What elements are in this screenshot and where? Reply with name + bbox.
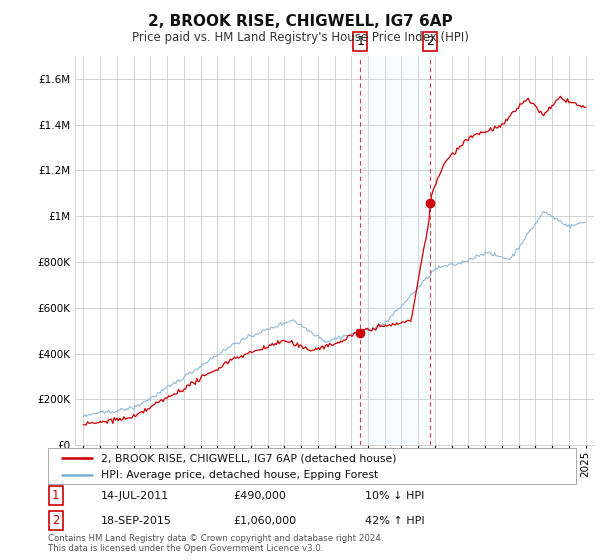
Text: 2, BROOK RISE, CHIGWELL, IG7 6AP: 2, BROOK RISE, CHIGWELL, IG7 6AP	[148, 14, 452, 29]
Text: Contains HM Land Registry data © Crown copyright and database right 2024.
This d: Contains HM Land Registry data © Crown c…	[48, 534, 383, 553]
Text: 14-JUL-2011: 14-JUL-2011	[101, 491, 169, 501]
Text: 42% ↑ HPI: 42% ↑ HPI	[365, 516, 424, 526]
Bar	[360, 56, 430, 445]
Text: £490,000: £490,000	[233, 491, 286, 501]
Text: 1: 1	[356, 35, 364, 48]
Text: 2: 2	[52, 514, 59, 528]
Text: 10% ↓ HPI: 10% ↓ HPI	[365, 491, 424, 501]
Text: HPI: Average price, detached house, Epping Forest: HPI: Average price, detached house, Eppi…	[101, 470, 378, 480]
Text: 18-SEP-2015: 18-SEP-2015	[101, 516, 172, 526]
Text: 1: 1	[52, 489, 59, 502]
Text: 2: 2	[427, 35, 434, 48]
Text: 2, BROOK RISE, CHIGWELL, IG7 6AP (detached house): 2, BROOK RISE, CHIGWELL, IG7 6AP (detach…	[101, 453, 397, 463]
Text: Price paid vs. HM Land Registry's House Price Index (HPI): Price paid vs. HM Land Registry's House …	[131, 31, 469, 44]
Text: £1,060,000: £1,060,000	[233, 516, 296, 526]
